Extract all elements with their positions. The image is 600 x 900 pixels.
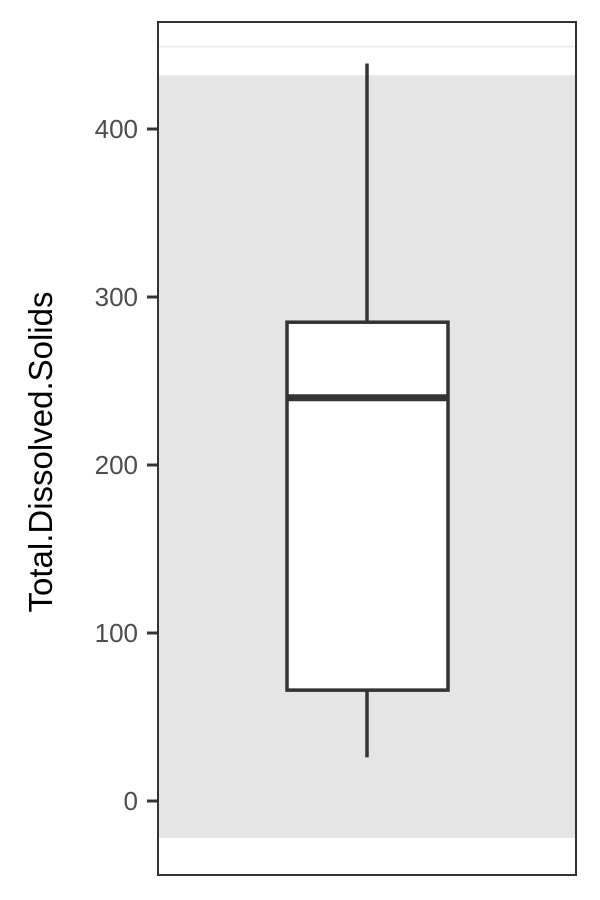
y-tick-label: 400 [95, 114, 138, 144]
y-axis-title: Total.Dissolved.Solids [22, 292, 59, 613]
y-tick-label: 100 [95, 618, 138, 648]
y-tick-label: 0 [124, 786, 138, 816]
y-tick-label: 300 [95, 282, 138, 312]
y-axis: 0 100 200 300 400 [95, 114, 158, 816]
y-tick-label: 200 [95, 450, 138, 480]
panel-border [157, 21, 577, 876]
box-iqr [285, 320, 450, 692]
